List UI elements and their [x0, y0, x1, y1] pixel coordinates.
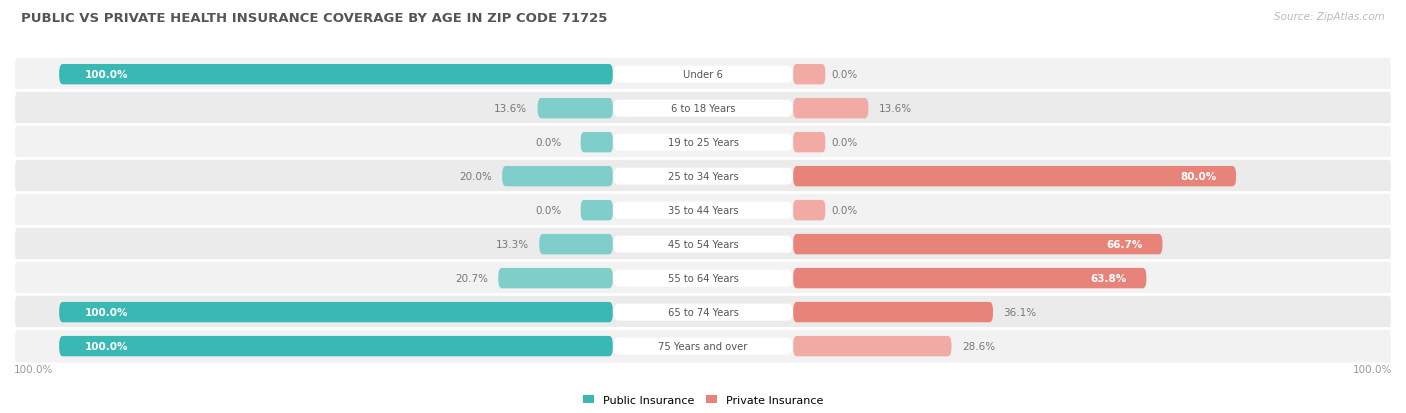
Text: 55 to 64 Years: 55 to 64 Years	[668, 273, 738, 283]
FancyBboxPatch shape	[59, 302, 613, 323]
Text: 100.0%: 100.0%	[84, 307, 128, 317]
FancyBboxPatch shape	[581, 200, 613, 221]
Text: 75 Years and over: 75 Years and over	[658, 341, 748, 351]
FancyBboxPatch shape	[793, 200, 825, 221]
Text: 0.0%: 0.0%	[536, 206, 561, 216]
FancyBboxPatch shape	[540, 234, 613, 255]
FancyBboxPatch shape	[502, 166, 613, 187]
Text: 100.0%: 100.0%	[1353, 364, 1392, 374]
FancyBboxPatch shape	[613, 66, 793, 83]
FancyBboxPatch shape	[793, 65, 825, 85]
FancyBboxPatch shape	[14, 193, 1392, 228]
FancyBboxPatch shape	[613, 100, 793, 117]
Text: 13.6%: 13.6%	[879, 104, 912, 114]
FancyBboxPatch shape	[14, 57, 1392, 93]
FancyBboxPatch shape	[59, 65, 613, 85]
FancyBboxPatch shape	[14, 329, 1392, 364]
FancyBboxPatch shape	[613, 304, 793, 321]
Text: 80.0%: 80.0%	[1181, 172, 1216, 182]
FancyBboxPatch shape	[59, 336, 613, 356]
FancyBboxPatch shape	[14, 261, 1392, 296]
Text: 35 to 44 Years: 35 to 44 Years	[668, 206, 738, 216]
Text: 13.3%: 13.3%	[496, 240, 529, 249]
Text: 28.6%: 28.6%	[962, 341, 995, 351]
Text: 36.1%: 36.1%	[1004, 307, 1036, 317]
FancyBboxPatch shape	[793, 234, 1163, 255]
FancyBboxPatch shape	[793, 133, 825, 153]
FancyBboxPatch shape	[793, 268, 1146, 289]
Text: 0.0%: 0.0%	[832, 206, 858, 216]
Text: 45 to 54 Years: 45 to 54 Years	[668, 240, 738, 249]
FancyBboxPatch shape	[613, 338, 793, 355]
Text: 6 to 18 Years: 6 to 18 Years	[671, 104, 735, 114]
FancyBboxPatch shape	[581, 133, 613, 153]
Text: 13.6%: 13.6%	[494, 104, 527, 114]
Text: 0.0%: 0.0%	[832, 138, 858, 148]
Text: Source: ZipAtlas.com: Source: ZipAtlas.com	[1274, 12, 1385, 22]
FancyBboxPatch shape	[537, 99, 613, 119]
FancyBboxPatch shape	[14, 125, 1392, 160]
FancyBboxPatch shape	[793, 302, 993, 323]
FancyBboxPatch shape	[793, 336, 952, 356]
FancyBboxPatch shape	[793, 99, 869, 119]
Text: 65 to 74 Years: 65 to 74 Years	[668, 307, 738, 317]
Text: 0.0%: 0.0%	[536, 138, 561, 148]
FancyBboxPatch shape	[613, 270, 793, 287]
Text: 0.0%: 0.0%	[832, 70, 858, 80]
FancyBboxPatch shape	[793, 166, 1236, 187]
Text: PUBLIC VS PRIVATE HEALTH INSURANCE COVERAGE BY AGE IN ZIP CODE 71725: PUBLIC VS PRIVATE HEALTH INSURANCE COVER…	[21, 12, 607, 25]
Text: 20.0%: 20.0%	[458, 172, 492, 182]
FancyBboxPatch shape	[14, 227, 1392, 262]
FancyBboxPatch shape	[613, 202, 793, 219]
Text: 63.8%: 63.8%	[1091, 273, 1128, 283]
FancyBboxPatch shape	[498, 268, 613, 289]
FancyBboxPatch shape	[14, 159, 1392, 195]
FancyBboxPatch shape	[14, 91, 1392, 126]
FancyBboxPatch shape	[613, 236, 793, 253]
Text: 20.7%: 20.7%	[456, 273, 488, 283]
Text: 100.0%: 100.0%	[84, 70, 128, 80]
FancyBboxPatch shape	[14, 295, 1392, 330]
Text: Under 6: Under 6	[683, 70, 723, 80]
Text: 66.7%: 66.7%	[1107, 240, 1143, 249]
FancyBboxPatch shape	[613, 134, 793, 151]
Legend: Public Insurance, Private Insurance: Public Insurance, Private Insurance	[583, 395, 823, 405]
Text: 25 to 34 Years: 25 to 34 Years	[668, 172, 738, 182]
Text: 100.0%: 100.0%	[84, 341, 128, 351]
Text: 19 to 25 Years: 19 to 25 Years	[668, 138, 738, 148]
FancyBboxPatch shape	[613, 168, 793, 185]
Text: 100.0%: 100.0%	[14, 364, 53, 374]
